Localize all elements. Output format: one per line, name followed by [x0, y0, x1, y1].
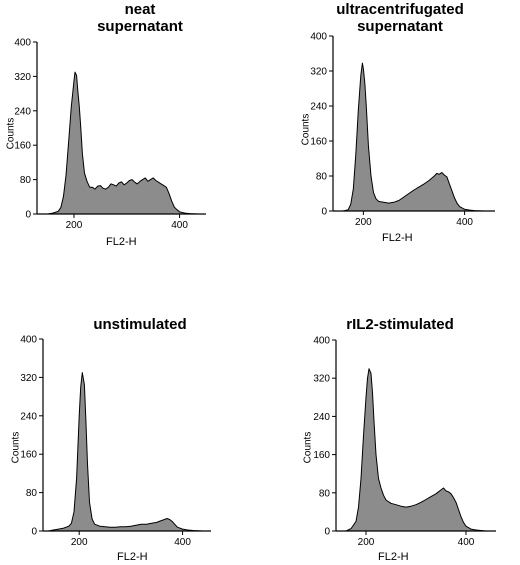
y-tick-label: 160	[20, 450, 37, 461]
histogram-area	[47, 372, 204, 532]
x-tick-label: 400	[174, 537, 191, 548]
x-tick-label: 200	[66, 220, 83, 231]
histogram-area	[342, 62, 486, 212]
chart-title-line-1: unstimulated	[93, 316, 187, 333]
y-tick-label: 80	[20, 175, 32, 186]
chart-title: neat supernatant	[60, 1, 220, 35]
x-tick-label: 200	[71, 537, 88, 548]
y-tick-label: 320	[14, 72, 31, 83]
y-tick-label: 400	[313, 336, 330, 347]
y-tick-label: 80	[319, 488, 331, 499]
chart-title: ultracentrifugated supernatant	[300, 1, 500, 35]
y-tick-label: 0	[321, 207, 327, 218]
y-axis-label: Counts	[302, 431, 314, 464]
x-tick-label: 200	[355, 217, 372, 228]
y-tick-label: 240	[14, 106, 31, 117]
y-tick-label: 240	[310, 102, 327, 113]
y-tick-label: 160	[14, 141, 31, 152]
histogram-area	[345, 368, 487, 532]
histogram-area	[47, 71, 199, 215]
chart-title-line-1: rIL2-stimulated	[346, 316, 454, 333]
y-tick-label: 240	[313, 412, 330, 423]
histogram-plot: 0 80 160 240 320 400 200 400	[20, 335, 211, 548]
chart-title-line-1: neat	[124, 1, 156, 18]
y-tick-label: 320	[313, 374, 330, 385]
x-axis-label: FL2-H	[382, 232, 413, 244]
x-axis-label: FL2-H	[117, 551, 148, 563]
y-tick-label: 80	[26, 488, 38, 499]
y-tick-label: 240	[20, 411, 37, 422]
chart-title: rIL2-stimulated	[300, 316, 500, 333]
x-axis-label: FL2-H	[106, 236, 137, 248]
y-tick-label: 400	[14, 38, 31, 49]
y-tick-label: 160	[310, 137, 327, 148]
x-tick-label: 200	[358, 537, 375, 548]
histogram-plot: 0 80 160 240 320 400 200 400	[14, 38, 206, 231]
histogram-plot: 0 80 160 240 320 400 200 400	[310, 32, 495, 228]
y-tick-label: 0	[31, 527, 37, 538]
y-tick-label: 320	[20, 373, 37, 384]
chart-title: unstimulated	[60, 316, 220, 333]
histogram-panel-1: neat supernatant 0 80 160 240 320 400 200 400 C…	[0, 0, 260, 282]
x-tick-label: 400	[458, 537, 475, 548]
y-axis-label: Counts	[300, 113, 312, 146]
y-tick-label: 400	[20, 335, 37, 346]
x-tick-label: 400	[171, 220, 188, 231]
x-tick-label: 400	[456, 217, 473, 228]
y-tick-label: 400	[310, 32, 327, 43]
y-tick-label: 80	[316, 172, 328, 183]
y-tick-label: 0	[324, 527, 330, 538]
histogram-plot: 0 80 160 240 320 400 200 400	[313, 336, 496, 548]
y-axis-label: Counts	[5, 117, 17, 150]
chart-title-line-2: supernatant	[357, 18, 443, 35]
y-tick-label: 0	[25, 210, 31, 221]
x-axis-label: FL2-H	[378, 551, 409, 563]
y-axis-label: Counts	[10, 431, 22, 464]
chart-title-line-1: ultracentrifugated	[336, 1, 464, 18]
chart-title-line-2: supernatant	[97, 18, 183, 35]
histogram-panel-2: ultracentrifugated supernatant 0 80 160 240…	[260, 0, 520, 282]
histogram-panel-4: rIL2-stimulated 0 80 160 240 320 400 200 400 Co…	[260, 282, 520, 565]
histogram-panel-3: unstimulated 0 80 160 240 320 400 200 400 Count…	[0, 282, 260, 565]
y-tick-label: 320	[310, 67, 327, 78]
y-tick-label: 160	[313, 450, 330, 461]
